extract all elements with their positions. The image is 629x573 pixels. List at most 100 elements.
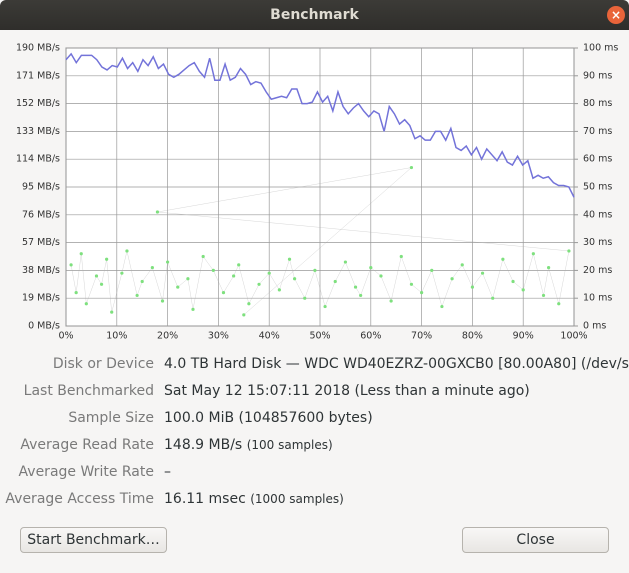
value-text: 16.11 msec [164, 491, 246, 507]
y-tick-label: 152 MB/s [16, 98, 60, 109]
info-value: 16.11 msec (1000 samples) [164, 491, 344, 507]
info-label: Sample Size [68, 410, 154, 426]
x-tick-label: 30% [208, 331, 229, 342]
x-tick-label: 0% [58, 331, 73, 342]
info-label: Average Write Rate [18, 464, 154, 480]
access-time-point [267, 271, 271, 275]
info-row: Average Access Time 16.11 msec (1000 samp… [0, 491, 629, 511]
info-value: 4.0 TB Hard Disk — WDC WD40EZRZ-00GXCB0 … [164, 356, 629, 372]
access-time-point [430, 268, 434, 272]
access-time-point [135, 293, 139, 298]
y-tick-label: 57 MB/s [22, 237, 60, 248]
y-tick-label: 190 MB/s [16, 43, 60, 54]
access-time-point [277, 288, 281, 292]
access-time-point [186, 277, 190, 281]
access-time-point [125, 249, 129, 253]
y-tick-label: 19 MB/s [22, 293, 60, 304]
info-value: 148.9 MB/s (100 samples) [164, 437, 333, 453]
access-time-point [140, 279, 144, 284]
access-time-point [511, 279, 515, 284]
access-time-point [150, 266, 154, 270]
info-row: Disk or Device 4.0 TB Hard Disk — WDC WD4… [0, 356, 629, 376]
access-time-point [420, 291, 424, 295]
access-time-point [343, 260, 347, 264]
access-time-point [440, 304, 444, 309]
y-tick-label: 114 MB/s [16, 154, 60, 165]
x-tick-label: 10% [106, 331, 127, 342]
access-time-point [191, 307, 195, 311]
y2-tick-label: 70 ms [583, 126, 612, 137]
y2-tick-label: 10 ms [583, 293, 612, 304]
info-row: Sample Size 100.0 MiB (104857600 bytes) [0, 410, 629, 430]
access-time-point [201, 254, 205, 259]
x-tick-label: 80% [462, 331, 483, 342]
access-time-point [74, 291, 78, 295]
access-time-point [369, 266, 373, 270]
y2-tick-label: 30 ms [583, 237, 612, 248]
y2-tick-label: 80 ms [583, 98, 612, 109]
access-time-point [176, 285, 180, 289]
access-time-point [567, 249, 571, 253]
info-label: Average Access Time [5, 491, 154, 507]
access-time-point [399, 254, 403, 259]
value-note: (1000 samples) [250, 492, 344, 506]
access-time-point [333, 279, 337, 284]
access-time-point [160, 299, 165, 303]
y2-tick-label: 40 ms [583, 209, 612, 220]
y-tick-label: 76 MB/s [22, 209, 60, 220]
access-time-point [303, 296, 307, 300]
access-time-point [257, 282, 261, 286]
window-title: Benchmark [270, 7, 359, 23]
info-label: Disk or Device [52, 356, 154, 372]
access-time-point [470, 285, 474, 289]
info-row: Average Read Rate 148.9 MB/s (100 samples… [0, 437, 629, 457]
close-window-button[interactable]: × [607, 6, 625, 24]
access-time-point [389, 299, 393, 303]
access-time-point [211, 268, 215, 272]
access-time-point [491, 296, 495, 300]
access-time-point [547, 266, 551, 270]
access-time-point [353, 285, 358, 289]
start-benchmark-button[interactable]: Start Benchmark… [20, 527, 167, 553]
chart: 0 MB/s 19 MB/s 38 MB/s 57 MB/s 76 MB/s 95 MB/… [16, 43, 618, 342]
access-time-point [287, 257, 292, 261]
x-tick-label: 50% [309, 331, 330, 342]
access-time-point [105, 257, 109, 261]
y-tick-label: 133 MB/s [16, 126, 60, 137]
info-label: Last Benchmarked [23, 383, 154, 399]
access-time-point [541, 293, 546, 298]
y-tick-label: 171 MB/s [16, 70, 60, 81]
info-row: Average Write Rate – [0, 464, 629, 484]
access-time-point [247, 302, 251, 306]
info-value: Sat May 12 15:07:11 2018 (Less than a mi… [164, 383, 530, 399]
access-time-point [460, 263, 464, 267]
title-bar: Benchmark [0, 0, 629, 30]
x-tick-label: 40% [259, 331, 280, 342]
close-button[interactable]: Close [462, 527, 609, 553]
access-time-point [221, 291, 226, 295]
access-time-point [237, 263, 241, 267]
x-tick-label: 20% [157, 331, 178, 342]
access-time-point [359, 293, 363, 298]
access-time-point [79, 252, 83, 256]
y2-tick-label: 0 ms [583, 321, 606, 332]
access-time-point [480, 271, 485, 275]
info-row: Last Benchmarked Sat May 12 15:07:11 2018… [0, 383, 629, 403]
access-time-point [84, 302, 88, 306]
access-time-point [521, 288, 525, 292]
access-time-point [293, 277, 297, 281]
access-time-point [242, 313, 246, 317]
access-time-point [120, 271, 124, 275]
y2-tick-label: 100 ms [583, 43, 618, 54]
x-tick-label: 90% [513, 331, 534, 342]
access-time-point [94, 274, 99, 278]
access-time-point [409, 282, 414, 286]
access-time-point [409, 165, 414, 170]
access-time-point [379, 274, 383, 278]
x-tick-label: 70% [411, 331, 432, 342]
y2-tick-label: 20 ms [583, 265, 612, 276]
info-value: – [164, 464, 171, 480]
access-time-point [166, 260, 170, 264]
access-time-point [313, 268, 317, 272]
